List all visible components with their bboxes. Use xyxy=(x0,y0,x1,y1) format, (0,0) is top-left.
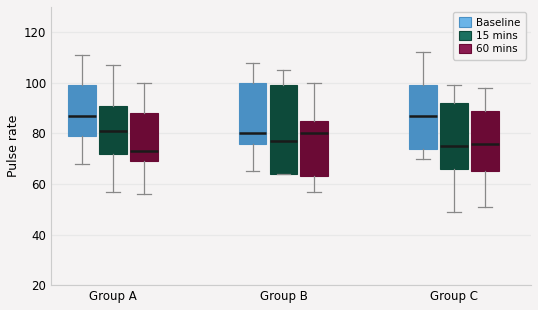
PathPatch shape xyxy=(130,113,158,161)
PathPatch shape xyxy=(100,106,127,154)
PathPatch shape xyxy=(409,85,437,148)
PathPatch shape xyxy=(301,121,328,176)
PathPatch shape xyxy=(238,83,266,144)
PathPatch shape xyxy=(68,85,96,136)
PathPatch shape xyxy=(270,85,298,174)
Y-axis label: Pulse rate: Pulse rate xyxy=(7,115,20,177)
Legend: Baseline, 15 mins, 60 mins: Baseline, 15 mins, 60 mins xyxy=(454,12,526,60)
PathPatch shape xyxy=(471,111,499,171)
PathPatch shape xyxy=(440,103,468,169)
